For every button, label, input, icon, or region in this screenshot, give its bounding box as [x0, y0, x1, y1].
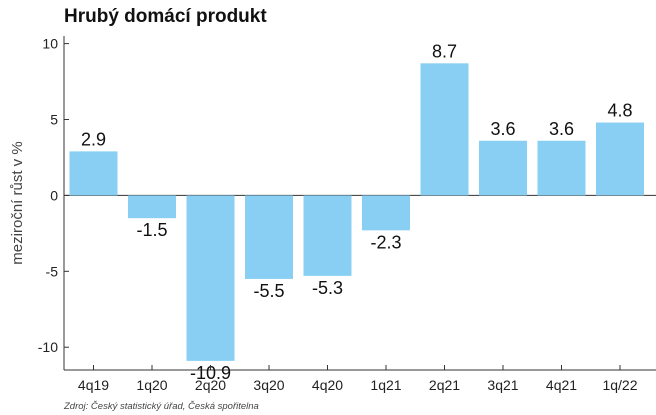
data-label: -10.9: [190, 363, 231, 383]
x-tick-label: 2q21: [429, 377, 460, 393]
data-label: -1.5: [136, 220, 167, 240]
x-tick-label: 4q20: [312, 377, 343, 393]
y-tick-label: -10: [38, 339, 58, 355]
bar: [69, 151, 118, 196]
bar: [537, 140, 586, 196]
data-label: 2.9: [81, 129, 106, 149]
y-tick-label: -5: [46, 263, 59, 279]
data-labels: 2.9 -1.5 -10.9 -5.5 -5.3 -2.3 8.7 3.6 3.6 4.8: [81, 41, 633, 383]
bar: [420, 63, 469, 196]
x-tick-label: 1q20: [136, 377, 167, 393]
bars: [69, 63, 644, 361]
x-ticks: 4q19 1q20 2q20 3q20 4q20 1q21 2q21 3q21 4q21 1q/2…: [78, 365, 638, 393]
y-tick-label: 10: [42, 36, 58, 52]
data-label: -5.5: [253, 281, 284, 301]
x-tick-label: 1q/22: [602, 377, 637, 393]
y-tick-label: 0: [50, 187, 58, 203]
bar: [128, 195, 176, 219]
data-label: -2.3: [370, 232, 401, 252]
data-label: 3.6: [549, 119, 574, 139]
y-axis-title: meziroční růst v %: [9, 141, 26, 264]
x-tick-label: 3q21: [487, 377, 518, 393]
y-ticks: 10 5 0 -5 -10: [38, 36, 69, 355]
bar: [596, 122, 644, 196]
source-note: Zdroj: Český statistický úřad, Česká spo…: [64, 401, 259, 412]
bar: [303, 195, 352, 276]
bar: [479, 140, 527, 196]
y-tick-label: 5: [50, 112, 58, 128]
x-tick-label: 4q21: [546, 377, 577, 393]
x-tick-label: 2q20: [195, 377, 226, 393]
bar: [362, 195, 410, 231]
x-tick-label: 4q19: [78, 377, 109, 393]
bar: [245, 195, 293, 279]
data-label: -5.3: [312, 278, 343, 298]
x-tick-label: 3q20: [253, 377, 284, 393]
data-label: 4.8: [607, 101, 632, 121]
bar: [186, 195, 235, 361]
data-label: 3.6: [490, 119, 515, 139]
chart-title: Hrubý domácí produkt: [64, 6, 267, 27]
data-label: 8.7: [432, 41, 457, 61]
x-tick-label: 1q21: [370, 377, 401, 393]
